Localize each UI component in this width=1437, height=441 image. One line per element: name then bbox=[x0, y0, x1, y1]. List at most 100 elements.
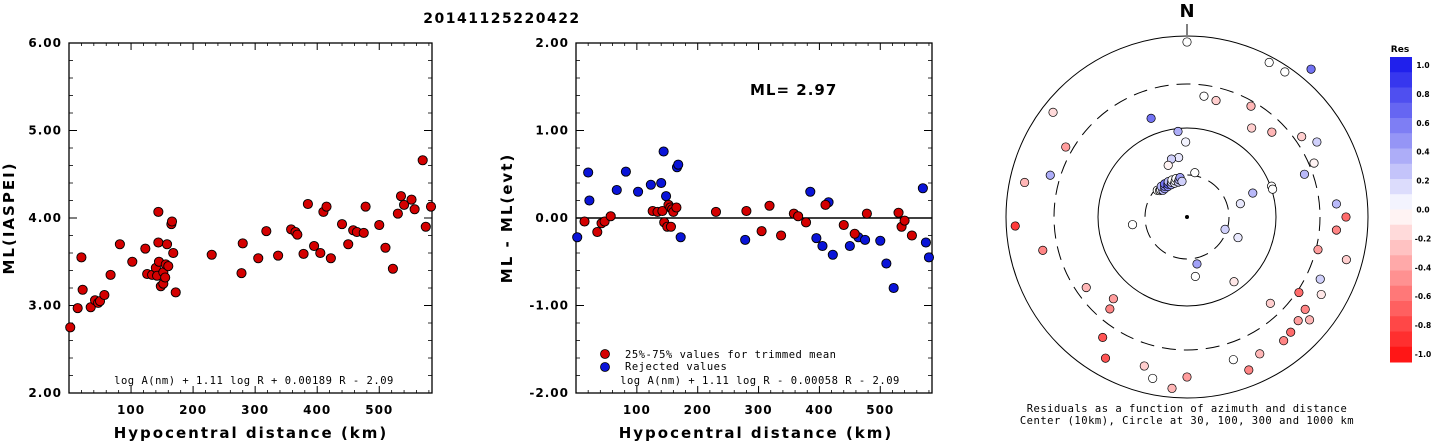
data-point bbox=[161, 239, 173, 250]
station-marker bbox=[1182, 372, 1192, 382]
accepted-point bbox=[838, 219, 849, 231]
x-tick-label: 500 bbox=[866, 403, 894, 417]
accepted-point bbox=[793, 211, 804, 222]
accepted-point bbox=[764, 200, 775, 211]
station-marker bbox=[1299, 169, 1310, 179]
data-point bbox=[236, 268, 247, 279]
station-marker bbox=[1108, 294, 1118, 304]
station-marker bbox=[1267, 127, 1277, 137]
station-marker bbox=[1220, 224, 1230, 234]
colorbar-cell bbox=[1390, 240, 1412, 256]
data-point bbox=[160, 272, 171, 283]
data-point bbox=[206, 249, 217, 260]
data-point bbox=[65, 322, 76, 333]
data-point bbox=[302, 198, 313, 210]
colorbar-cell bbox=[1390, 179, 1412, 195]
data-points bbox=[572, 146, 935, 294]
station-marker bbox=[1331, 199, 1341, 209]
data-point bbox=[321, 201, 332, 212]
station-marker bbox=[1233, 233, 1243, 243]
colorbar-tick-label: 0.2 bbox=[1416, 177, 1429, 186]
rejected-point bbox=[572, 232, 583, 243]
station-marker bbox=[1199, 91, 1209, 101]
data-point bbox=[399, 199, 410, 210]
station-marker bbox=[1268, 184, 1278, 194]
rejected-point bbox=[633, 186, 644, 197]
data-point bbox=[336, 219, 348, 230]
ring-30km bbox=[1144, 174, 1230, 260]
colorbar-tick-label: -0.8 bbox=[1415, 321, 1431, 330]
legend-accepted-label: 25%-75% values for trimmed mean bbox=[625, 349, 836, 361]
colorbar-cell bbox=[1390, 72, 1412, 88]
x-tick-label: 400 bbox=[805, 403, 833, 417]
station-marker bbox=[1177, 176, 1187, 186]
rejected-point bbox=[844, 240, 855, 252]
station-marker bbox=[1247, 123, 1257, 133]
data-point bbox=[360, 201, 371, 212]
data-point bbox=[420, 221, 431, 232]
x-axis-label: Hypocentral distance (km) bbox=[114, 424, 389, 441]
data-point bbox=[99, 289, 110, 301]
station-marker bbox=[1127, 220, 1138, 230]
colorbar-cell bbox=[1390, 301, 1412, 317]
data-point bbox=[292, 229, 303, 240]
colorbar-cell bbox=[1390, 224, 1412, 241]
station-marker bbox=[1265, 298, 1275, 308]
data-point bbox=[114, 239, 125, 250]
ml-annotation: ML= 2.97 bbox=[750, 81, 837, 99]
station-marker bbox=[1020, 177, 1030, 188]
station-marker bbox=[1211, 96, 1221, 106]
colorbar-tick-label: 0.0 bbox=[1416, 206, 1429, 215]
y-axis-label: ML(IASPEI) bbox=[0, 161, 18, 274]
colorbar-cell bbox=[1390, 209, 1412, 226]
station-marker bbox=[1235, 199, 1245, 209]
epicenter-marker bbox=[1185, 215, 1189, 219]
station-marker bbox=[1316, 289, 1326, 300]
legend-accepted-marker bbox=[600, 349, 610, 359]
rejected-point bbox=[611, 184, 622, 196]
data-point bbox=[315, 247, 326, 259]
station-marker bbox=[1341, 212, 1351, 222]
accepted-point bbox=[579, 216, 590, 227]
data-point bbox=[166, 216, 178, 227]
data-point bbox=[298, 248, 309, 259]
x-tick-label: 300 bbox=[745, 403, 773, 417]
x-tick-label: 100 bbox=[623, 403, 651, 417]
ring-1000km bbox=[1005, 35, 1369, 399]
rejected-point bbox=[675, 232, 686, 243]
figure-title: 20141125220422 bbox=[423, 11, 580, 27]
data-point bbox=[153, 206, 164, 217]
data-point bbox=[170, 287, 181, 298]
rejected-point bbox=[620, 166, 631, 177]
rejected-point bbox=[584, 195, 595, 206]
data-point bbox=[127, 256, 138, 267]
y-tick-label: 3.00 bbox=[28, 299, 62, 313]
station-marker bbox=[1244, 365, 1254, 375]
data-point bbox=[105, 269, 116, 280]
formula-label: log A(nm) + 1.11 log R - 0.00058 R - 2.0… bbox=[620, 375, 900, 387]
rejected-point bbox=[827, 249, 838, 260]
station-marker bbox=[1305, 315, 1315, 325]
colorbar-tick-label: -1.0 bbox=[1415, 350, 1431, 359]
colorbar-cell bbox=[1390, 255, 1412, 271]
data-point bbox=[343, 239, 354, 250]
station-marker bbox=[1010, 221, 1020, 231]
station-marker bbox=[1306, 64, 1316, 74]
station-marker bbox=[1294, 287, 1304, 298]
station-marker bbox=[1061, 142, 1071, 152]
data-point bbox=[374, 219, 385, 231]
colorbar-cell bbox=[1390, 87, 1412, 104]
station-marker bbox=[1098, 332, 1108, 342]
caption-line-1: Residuals as a function of azimuth and d… bbox=[1027, 403, 1348, 415]
station-marker bbox=[1100, 353, 1111, 363]
station-marker bbox=[1190, 168, 1200, 178]
colorbar-cell bbox=[1390, 346, 1412, 363]
station-marker bbox=[1139, 361, 1149, 371]
station-marker bbox=[1163, 160, 1173, 170]
colorbar-tick-label: 0.6 bbox=[1416, 119, 1429, 128]
legend-rejected-label: Rejected values bbox=[625, 361, 727, 373]
data-point bbox=[140, 243, 151, 254]
accepted-point bbox=[605, 211, 616, 222]
data-point bbox=[417, 155, 428, 166]
station-marker bbox=[1229, 277, 1239, 287]
